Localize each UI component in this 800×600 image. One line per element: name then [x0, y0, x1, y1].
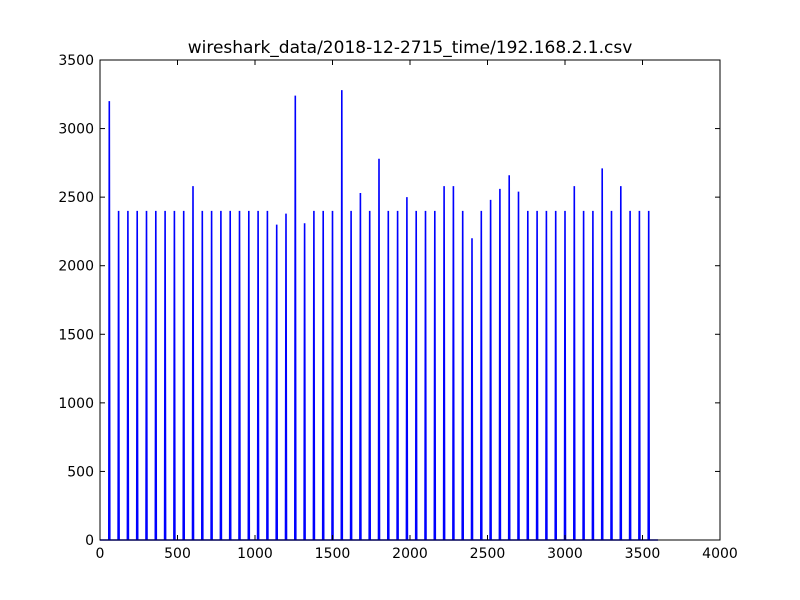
- x-tick-label: 2000: [392, 546, 428, 562]
- x-tick-label: 500: [164, 546, 191, 562]
- series-line-0: [100, 90, 658, 541]
- y-tick-label: 500: [67, 464, 94, 480]
- x-tick-label: 1000: [237, 546, 273, 562]
- y-tick-label: 1000: [58, 396, 94, 412]
- x-tick-label: 3500: [625, 546, 661, 562]
- chart-title: wireshark_data/2018-12-2715_time/192.168…: [188, 38, 633, 58]
- y-tick-label: 1500: [58, 327, 94, 343]
- y-tick-label: 3000: [58, 122, 94, 138]
- plot-frame: [99, 59, 721, 541]
- y-tick-label: 0: [85, 533, 94, 549]
- x-tick-label: 1500: [315, 546, 351, 562]
- axis-layer: 0 500 1000 1500 2000 2500 3000 3500 4000 0 500 1000…: [58, 53, 737, 562]
- y-tick-label: 2000: [58, 259, 94, 275]
- x-tick-label: 2500: [470, 546, 506, 562]
- x-tick-label: 0: [96, 546, 105, 562]
- y-tick-label: 3500: [58, 53, 94, 69]
- x-tick-label: 4000: [702, 546, 738, 562]
- plot-area: 0 500 1000 1500 2000 2500 3000 3500 4000 0 500 1000…: [58, 53, 737, 562]
- x-tick-label: 3000: [547, 546, 583, 562]
- series-layer: [100, 90, 658, 541]
- y-tick-label: 2500: [58, 190, 94, 206]
